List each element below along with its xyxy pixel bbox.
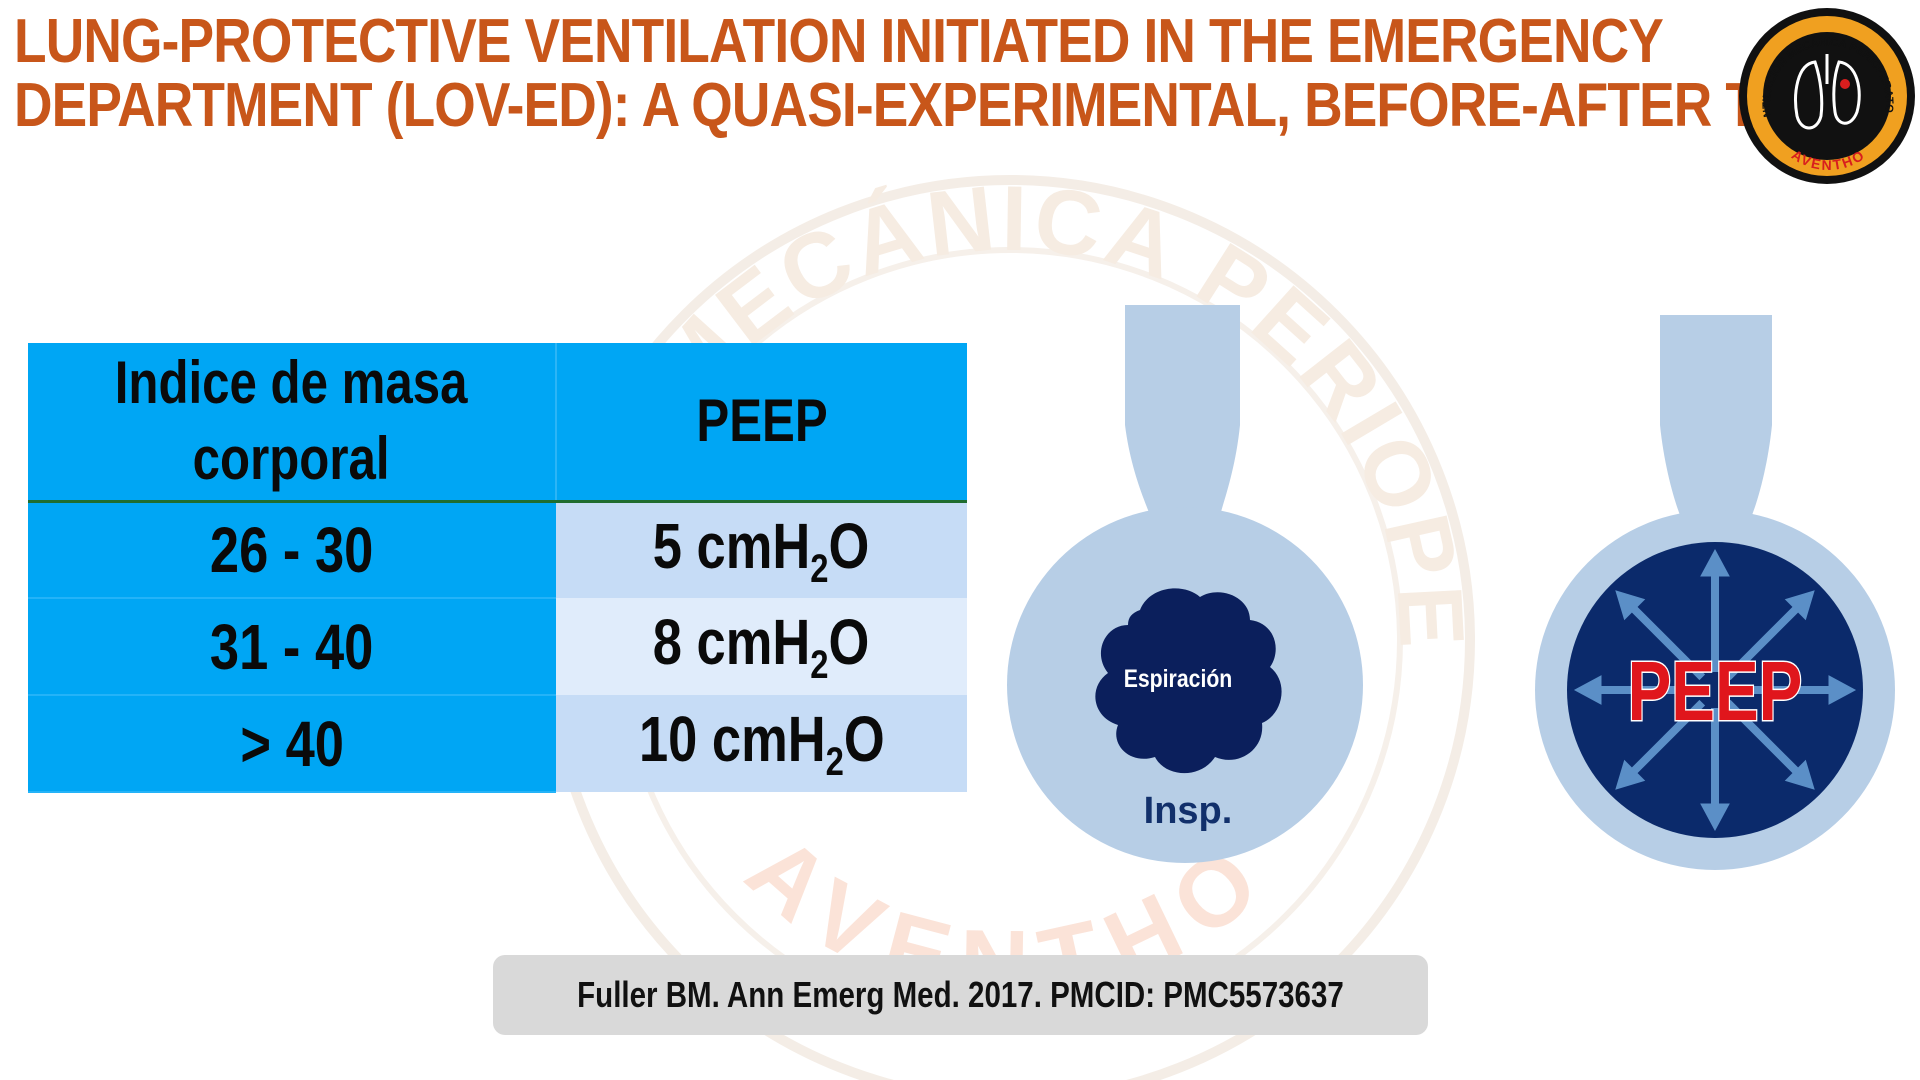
cell-peep: 5 cmH2O: [556, 501, 967, 598]
airway-tube: [1125, 305, 1240, 515]
arrow-shaft: [1623, 699, 1706, 782]
cell-bmi: 26 - 30: [28, 501, 556, 599]
table-row: > 40 10 cmH2O: [28, 695, 967, 793]
citation-text: Fuller BM. Ann Emerg Med. 2017. PMCID: P…: [577, 974, 1344, 1015]
alveolus-peep-diagram: PEEP: [1535, 315, 1895, 870]
bmi-peep-table: Indice de masa corporal PEEP 26 - 30 5 c…: [28, 343, 967, 793]
header-bmi-line-1: Indice de masa: [115, 349, 468, 417]
table-row: 26 - 30 5 cmH2O: [28, 501, 967, 599]
cell-bmi: > 40: [28, 695, 556, 793]
cell-bmi: 31 - 40: [28, 598, 556, 696]
table-header-row: Indice de masa corporal PEEP: [28, 343, 967, 501]
page-title: LUNG-PROTECTIVE VENTILATION INITIATED IN…: [14, 7, 1879, 140]
header-peep: PEEP: [556, 343, 967, 501]
pressure-arrows: [1573, 548, 1857, 832]
arrow-head-icon: [1700, 803, 1730, 832]
header-bmi: Indice de masa corporal: [28, 343, 557, 501]
peep-center-label: PEEP: [1628, 644, 1803, 738]
arrow-head-icon: [1573, 675, 1602, 705]
table-row: 31 - 40 8 cmH2O: [28, 598, 967, 696]
title-line-2: DEPARTMENT (LOV-ED): A QUASI-EXPERIMENTA…: [14, 71, 1879, 140]
arrow-head-icon: [1700, 548, 1730, 577]
expiration-label: Espiración: [1124, 664, 1233, 692]
lung-silhouette-icon: [1794, 54, 1861, 130]
arrow-head-icon: [1615, 759, 1646, 790]
citation-box: Fuller BM. Ann Emerg Med. 2017. PMCID: P…: [493, 955, 1428, 1035]
arrow-head-icon: [1615, 590, 1646, 621]
cell-peep: 8 cmH2O: [556, 598, 967, 695]
arrow-head-icon: [1784, 590, 1815, 621]
arrow-shaft: [1623, 598, 1706, 681]
airway-tube: [1660, 315, 1772, 515]
arrow-head-icon: [1828, 675, 1857, 705]
header-peep-label: PEEP: [696, 387, 828, 455]
arrow-shaft: [1724, 699, 1807, 782]
alveolus-expiration-diagram: Espiración Insp.: [1007, 305, 1363, 863]
title-line-1: LUNG-PROTECTIVE VENTILATION INITIATED IN…: [14, 7, 1664, 76]
collapsed-alveolus-blob: [1095, 588, 1282, 774]
aventho-logo: VENTILACIÓN MECÁNICA PERIOPERATORIA AVEN…: [1735, 4, 1915, 184]
inspiration-label: Insp.: [1144, 790, 1233, 832]
header-bmi-line-2: corporal: [193, 425, 390, 493]
cell-peep: 10 cmH2O: [556, 695, 967, 792]
arrow-shaft: [1724, 598, 1807, 681]
arrow-head-icon: [1784, 759, 1815, 790]
